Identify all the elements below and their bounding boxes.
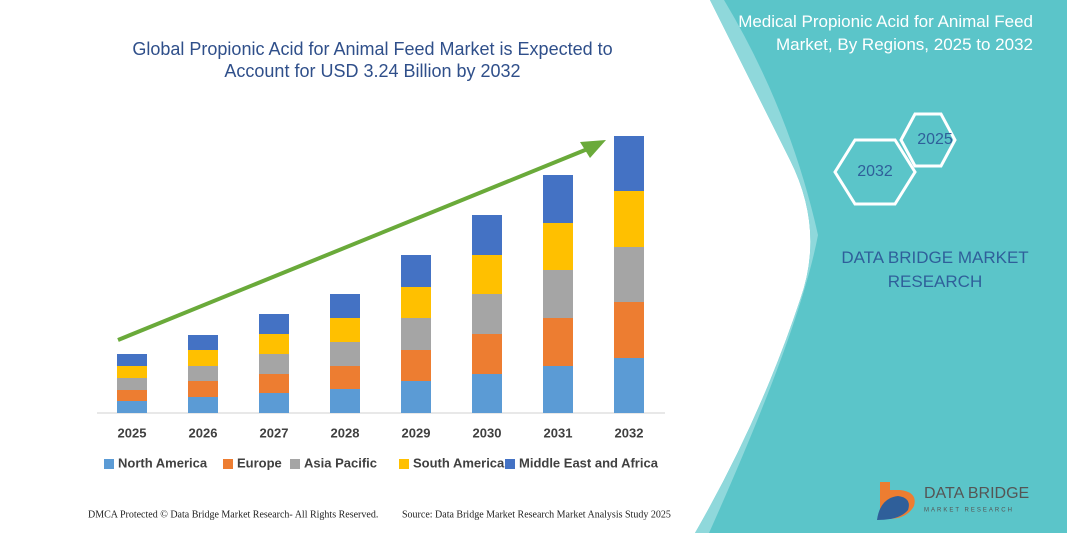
x-tick-label: 2026 [189,425,218,440]
brand-text: DATA BRIDGE MARKET RESEARCH [841,248,1029,291]
bar-segment [259,314,289,334]
legend-label: South America [413,455,505,470]
hex-label: 2032 [857,163,893,180]
bar-segment [188,366,218,381]
bar-segment [614,358,644,413]
panel-edge [695,0,818,533]
bar-segment [401,318,431,350]
bar-segment [259,374,289,393]
x-tick-label: 2029 [402,425,431,440]
legend-swatch [290,459,300,469]
x-tick-label: 2027 [260,425,289,440]
legend-label: Middle East and Africa [519,455,659,470]
bar-segment [614,136,644,191]
x-tick-label: 2032 [615,425,644,440]
hexagon [833,138,917,206]
legend-label: North America [118,455,208,470]
bar-segment [259,393,289,413]
bar-segment [472,294,502,334]
hexagon [899,112,957,168]
legend-label: Asia Pacific [304,455,377,470]
bar-segment [330,294,360,318]
bar-segment [117,354,147,366]
arrow-head [580,140,606,158]
bar-segment [330,389,360,413]
bar-segment [543,270,573,318]
bar-segment [259,334,289,354]
bar-segment [614,247,644,302]
legend-swatch [505,459,515,469]
bar-segment [401,350,431,381]
bar-segment [614,302,644,358]
legend-swatch [223,459,233,469]
bar-segment [543,318,573,366]
bar-segment [472,255,502,294]
hex-label: 2025 [917,131,953,148]
bar-segment [117,401,147,413]
bar-segment [259,354,289,374]
bar-segment [117,378,147,390]
bar-segment [188,350,218,366]
bar-segment [330,318,360,342]
chart-title: Global Propionic Acid for Animal Feed Ma… [132,39,613,81]
trend-arrow [117,146,591,342]
bar-segment [472,334,502,374]
logo-tagline: MARKET RESEARCH [924,508,1014,514]
bar-segment [188,397,218,413]
bar-segment [330,342,360,366]
bar-segment [401,287,431,318]
panel-title: Medical Propionic Acid for Animal Feed M… [738,12,1033,54]
footer-right: Source: Data Bridge Market Research Mark… [402,509,671,520]
bar-segment [117,366,147,378]
bar-segment [401,381,431,413]
bar-segment [472,374,502,413]
x-tick-label: 2025 [118,425,147,440]
x-tick-label: 2030 [473,425,502,440]
x-tick-label: 2031 [544,425,573,440]
bar-segment [543,223,573,270]
bar-segment [543,366,573,413]
bar-segment [543,175,573,223]
bar-segment [401,255,431,287]
bar-segment [188,381,218,397]
legend-swatch [399,459,409,469]
legend-swatch [104,459,114,469]
bar-segment [188,335,218,350]
logo-icon [877,496,909,520]
bar-segment [614,191,644,247]
logo-name: DATA BRIDGE [924,485,1029,502]
legend-label: Europe [237,455,282,470]
bar-segment [117,390,147,401]
bar-segment [472,215,502,255]
x-tick-label: 2028 [331,425,360,440]
footer-left: DMCA Protected © Data Bridge Market Rese… [88,509,378,520]
bar-segment [330,366,360,389]
